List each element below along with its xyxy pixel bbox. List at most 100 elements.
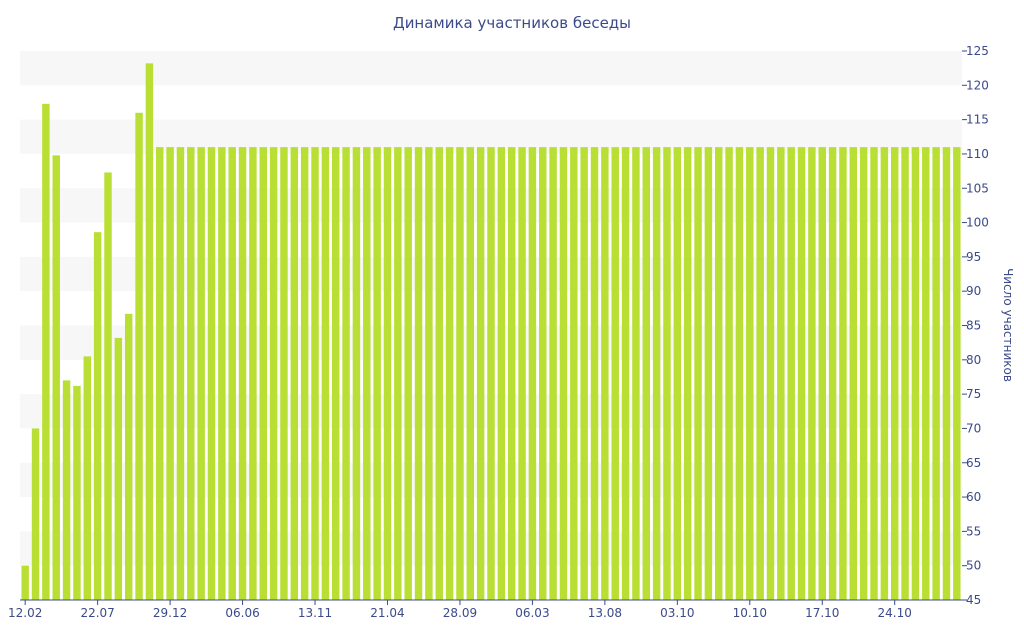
- bar[interactable]: [166, 147, 174, 600]
- bar[interactable]: [404, 147, 412, 600]
- bar[interactable]: [808, 147, 816, 600]
- bar[interactable]: [176, 147, 185, 600]
- bar[interactable]: [476, 147, 485, 600]
- bar[interactable]: [642, 147, 650, 600]
- bar[interactable]: [383, 147, 392, 600]
- bar[interactable]: [311, 147, 319, 600]
- bar[interactable]: [942, 147, 951, 600]
- bar[interactable]: [93, 232, 102, 601]
- bar[interactable]: [259, 147, 267, 600]
- bar[interactable]: [435, 147, 443, 600]
- bar[interactable]: [621, 147, 630, 600]
- bar[interactable]: [735, 147, 744, 600]
- x-tick-label: 03.10: [660, 606, 694, 620]
- bar[interactable]: [777, 147, 785, 600]
- bar[interactable]: [373, 147, 381, 600]
- bar[interactable]: [218, 147, 226, 600]
- bar[interactable]: [31, 428, 40, 600]
- bar[interactable]: [580, 147, 588, 600]
- bar[interactable]: [42, 103, 50, 600]
- bar[interactable]: [890, 147, 899, 600]
- bar[interactable]: [932, 147, 940, 600]
- bar[interactable]: [559, 147, 568, 600]
- bar[interactable]: [901, 147, 909, 600]
- bar[interactable]: [694, 147, 702, 600]
- bar[interactable]: [715, 147, 723, 600]
- bar[interactable]: [145, 63, 154, 601]
- bar[interactable]: [414, 147, 423, 600]
- bar[interactable]: [73, 385, 81, 600]
- bar[interactable]: [207, 147, 216, 600]
- bar[interactable]: [83, 356, 92, 600]
- bar[interactable]: [62, 380, 71, 600]
- y-tick-label: 100: [966, 216, 989, 230]
- bar[interactable]: [518, 147, 526, 600]
- bar[interactable]: [507, 147, 516, 600]
- bar[interactable]: [570, 147, 578, 600]
- bar[interactable]: [818, 147, 826, 600]
- bar[interactable]: [746, 147, 754, 600]
- y-tick-label: 75: [966, 387, 981, 401]
- bar[interactable]: [849, 147, 858, 600]
- bar[interactable]: [124, 313, 133, 600]
- y-tick-label: 65: [966, 456, 981, 470]
- x-tick-label: 28.09: [443, 606, 477, 620]
- bar[interactable]: [497, 147, 506, 600]
- bar[interactable]: [456, 147, 464, 600]
- bar[interactable]: [269, 147, 278, 600]
- bar[interactable]: [280, 147, 288, 600]
- bar[interactable]: [911, 147, 920, 600]
- bar[interactable]: [425, 147, 433, 600]
- bar[interactable]: [673, 147, 682, 600]
- bar[interactable]: [611, 147, 619, 600]
- bar[interactable]: [590, 147, 599, 600]
- bar[interactable]: [828, 147, 837, 600]
- bar[interactable]: [187, 147, 195, 600]
- bar[interactable]: [352, 147, 361, 600]
- bar[interactable]: [135, 112, 143, 600]
- bar[interactable]: [300, 147, 309, 600]
- bar[interactable]: [445, 147, 454, 600]
- bar[interactable]: [766, 147, 775, 600]
- bar[interactable]: [363, 147, 371, 600]
- bar[interactable]: [704, 147, 713, 600]
- bar[interactable]: [652, 147, 661, 600]
- bar[interactable]: [539, 147, 547, 600]
- bar[interactable]: [601, 147, 609, 600]
- bar[interactable]: [114, 337, 123, 600]
- bar[interactable]: [290, 147, 299, 600]
- bar[interactable]: [197, 147, 205, 600]
- bar[interactable]: [953, 147, 961, 600]
- bar[interactable]: [228, 147, 236, 600]
- bar[interactable]: [104, 172, 112, 600]
- y-ticks: 45 50 55 60 65 70 75 80 85 90 95 100 105 110 115 120 125: [962, 44, 989, 607]
- y-axis-label: Число участников: [1001, 268, 1015, 382]
- bar[interactable]: [632, 147, 640, 600]
- bar[interactable]: [859, 147, 868, 600]
- bar[interactable]: [332, 147, 340, 600]
- bar[interactable]: [52, 155, 60, 600]
- bar[interactable]: [922, 147, 930, 600]
- bar[interactable]: [466, 147, 475, 600]
- bar[interactable]: [249, 147, 257, 600]
- bar[interactable]: [756, 147, 764, 600]
- bar[interactable]: [880, 147, 889, 600]
- bar[interactable]: [238, 147, 247, 600]
- bar[interactable]: [725, 147, 733, 600]
- bar[interactable]: [839, 147, 847, 600]
- bar[interactable]: [321, 147, 330, 600]
- bar[interactable]: [342, 147, 350, 600]
- bar[interactable]: [870, 147, 878, 600]
- bar[interactable]: [394, 147, 402, 600]
- bar[interactable]: [487, 147, 495, 600]
- bar[interactable]: [683, 147, 692, 600]
- bar[interactable]: [528, 147, 537, 600]
- x-tick-label: 24.10: [878, 606, 912, 620]
- bar[interactable]: [787, 147, 795, 600]
- bar[interactable]: [549, 147, 557, 600]
- bar[interactable]: [663, 147, 671, 600]
- bar[interactable]: [156, 147, 164, 600]
- bar[interactable]: [21, 565, 29, 600]
- x-tick-label: 06.06: [225, 606, 259, 620]
- bar[interactable]: [797, 147, 806, 600]
